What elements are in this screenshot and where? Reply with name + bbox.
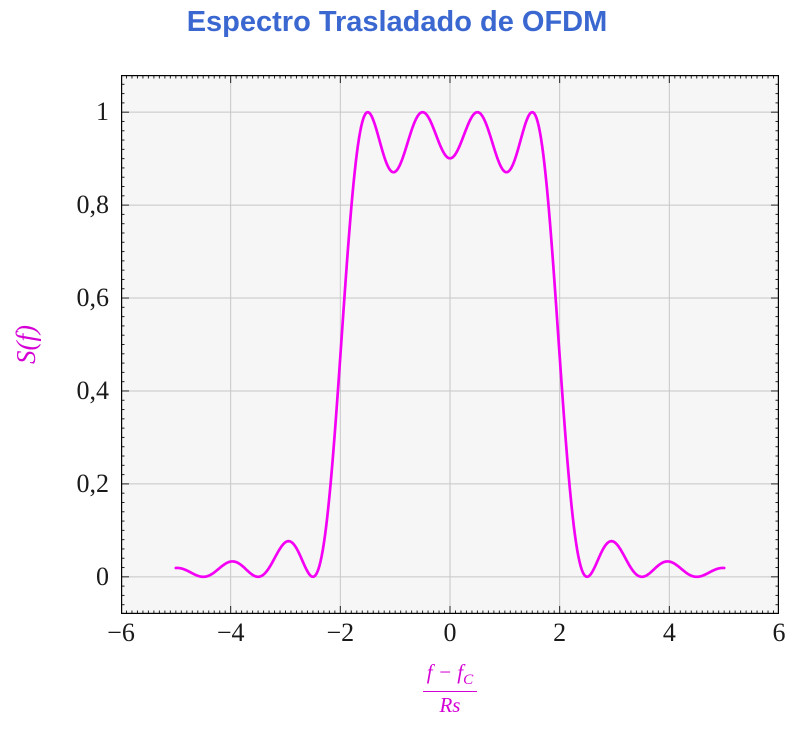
y-tick-label-0-4: 0,4: [76, 375, 110, 405]
x-tick-label-m4: −4: [216, 618, 245, 647]
x-tick-label-6: 6: [772, 618, 786, 647]
plot-svg: [121, 75, 779, 614]
x-tick-label-m6: −6: [107, 618, 135, 647]
fraction-numerator: f − fC: [422, 660, 478, 692]
y-tick-label-0-8: 0,8: [76, 190, 110, 220]
x-tick-label-0: 0: [443, 618, 457, 647]
y-tick-label-0-6: 0,6: [76, 283, 110, 313]
x-axis-label-fraction: f − fC Rs: [422, 660, 478, 717]
x-axis-tick-labels: −6 −4 −2 0 2 4 6: [107, 618, 785, 654]
x-axis-label: f − fC Rs: [121, 660, 779, 717]
x-tick-label-2: 2: [553, 618, 567, 647]
plot-area: [121, 75, 779, 614]
y-tick-label-0: 0: [96, 561, 109, 591]
chart-title: Espectro Trasladado de OFDM: [186, 6, 608, 38]
fraction-denominator: Rs: [439, 692, 461, 717]
x-tick-label-4: 4: [662, 618, 676, 647]
x-tick-label-m2: −2: [326, 618, 355, 647]
y-tick-label-0-2: 0,2: [76, 468, 110, 498]
y-axis-tick-labels: 1 0,8 0,6 0,4 0,2 0: [0, 75, 110, 614]
y-tick-label-1: 1: [96, 97, 109, 127]
